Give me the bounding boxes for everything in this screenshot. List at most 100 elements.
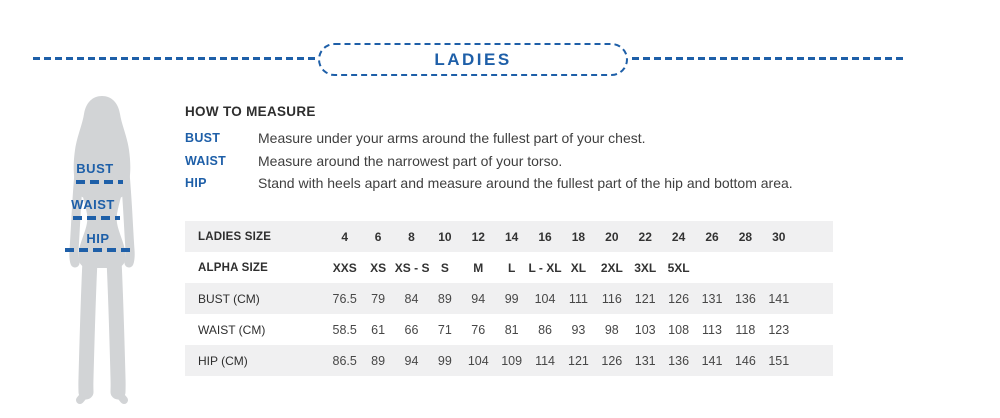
female-silhouette-graphic (69, 96, 135, 404)
table-cell: L - XL (528, 260, 562, 275)
bust-measure-line (76, 180, 123, 184)
table-cell: 66 (404, 322, 419, 337)
table-cell: 6 (374, 229, 382, 244)
table-cell: 151 (768, 353, 790, 368)
table-row: ALPHA SIZE XXS XS XS - S S M L L - XL XL 2XL 3XL 5X… (185, 252, 833, 283)
table-cell: 58.5 (332, 322, 357, 337)
table-row: WAIST (CM) 58.5 61 66 71 76 81 86 93 98 103 108 113 1… (185, 314, 833, 345)
measurement-guide: HOW TO MEASURE BUST Measure under your a… (185, 104, 905, 195)
table-cell: 12 (471, 229, 485, 244)
table-cell: 28 (738, 229, 753, 244)
table-cell: 141 (768, 291, 790, 306)
row-label: BUST (CM) (198, 291, 260, 306)
howto-item-waist: WAIST Measure around the narrowest part … (185, 150, 905, 173)
table-cell: 14 (504, 229, 519, 244)
table-cell: 118 (735, 322, 756, 337)
table-cell: 99 (437, 353, 452, 368)
table-cell: 86.5 (332, 353, 357, 368)
table-cell: 104 (534, 291, 556, 306)
howto-term-hip: HIP (185, 176, 207, 191)
table-cell: 16 (538, 229, 552, 244)
table-cell: 89 (371, 353, 386, 368)
size-table: LADIES SIZE 4 6 8 10 12 14 16 18 20 22 24 26 28 30 ALPH… (185, 221, 833, 376)
ladies-pill: LADIES (318, 43, 628, 76)
table-cell: 84 (404, 291, 419, 306)
table-cell: 99 (504, 291, 519, 306)
table-cell: 98 (604, 322, 619, 337)
table-cell: M (473, 260, 484, 275)
howto-desc-waist: Measure around the narrowest part of you… (258, 152, 563, 169)
table-cell: S (440, 260, 449, 275)
howto-title: HOW TO MEASURE (185, 104, 316, 119)
section-title: LADIES (434, 49, 512, 69)
table-cell: 114 (535, 353, 555, 368)
table-cell: 126 (601, 353, 623, 368)
table-cell: XS (370, 260, 387, 275)
table-cell: 116 (601, 291, 622, 306)
table-cell: 86 (538, 322, 552, 337)
table-cell: 131 (634, 353, 656, 368)
table-cell: 71 (437, 322, 452, 337)
howto-item-bust: BUST Measure under your arms around the … (185, 127, 905, 150)
table-cell: 22 (638, 229, 652, 244)
hip-measure-line (65, 248, 131, 252)
table-cell: 123 (768, 322, 790, 337)
table-row: HIP (CM) 86.5 89 94 99 104 109 114 121 126 131 136 1… (185, 345, 833, 376)
howto-term-waist: WAIST (185, 153, 227, 168)
table-cell: 81 (504, 322, 519, 337)
table-cell: 20 (605, 229, 619, 244)
table-cell: 136 (734, 291, 756, 306)
table-cell: 76 (471, 322, 486, 337)
table-cell: 104 (467, 353, 489, 368)
row-label: HIP (CM) (198, 353, 248, 368)
figure-waist-label: WAIST (71, 197, 115, 212)
divider-dash-left (33, 57, 316, 60)
howto-item-hip: HIP Stand with heels apart and measure a… (185, 172, 905, 195)
table-cell: 76.5 (332, 291, 357, 306)
divider-dash-right (632, 57, 903, 60)
row-label: LADIES SIZE (198, 230, 272, 243)
table-cell: 94 (404, 353, 419, 368)
table-cell: 79 (371, 291, 386, 306)
table-cell: XL (570, 260, 587, 275)
table-cell: 93 (571, 322, 586, 337)
table-cell: XS - S (394, 260, 430, 275)
table-cell: 30 (772, 229, 786, 244)
table-cell: 131 (701, 291, 723, 306)
table-cell: 126 (668, 291, 690, 306)
table-cell: 18 (571, 229, 586, 244)
row-label: WAIST (CM) (198, 322, 266, 337)
table-cell: 111 (568, 291, 588, 306)
table-cell: 61 (371, 322, 386, 337)
table-cell: 89 (437, 291, 452, 306)
howto-desc-hip: Stand with heels apart and measure aroun… (258, 175, 793, 192)
table-cell: 108 (668, 322, 690, 337)
table-cell: XXS (332, 260, 357, 275)
table-cell: L (507, 260, 516, 275)
table-cell: 146 (734, 353, 756, 368)
table-cell: 136 (668, 353, 690, 368)
howto-desc-bust: Measure under your arms around the fulle… (258, 130, 646, 147)
table-cell: 24 (671, 229, 686, 244)
table-row: LADIES SIZE 4 6 8 10 12 14 16 18 20 22 24 26 28 30 (185, 221, 833, 252)
table-cell: 8 (408, 229, 415, 244)
table-cell: 109 (501, 353, 523, 368)
table-cell: 141 (701, 353, 723, 368)
figure-hip-label: HIP (86, 231, 110, 246)
table-cell: 94 (471, 291, 486, 306)
row-label: ALPHA SIZE (198, 261, 268, 274)
table-cell: 4 (341, 229, 349, 244)
table-cell: 10 (438, 229, 452, 244)
table-cell: 103 (634, 322, 656, 337)
table-cell: 26 (705, 229, 719, 244)
table-cell: 2XL (600, 260, 623, 275)
female-silhouette: BUST WAIST HIP (49, 92, 155, 410)
table-cell: 113 (702, 322, 722, 337)
table-cell: 121 (568, 353, 589, 368)
figure-bust-label: BUST (76, 161, 114, 176)
howto-term-bust: BUST (185, 131, 221, 146)
waist-measure-line (73, 216, 120, 220)
table-cell: 5XL (667, 260, 690, 275)
table-row: BUST (CM) 76.5 79 84 89 94 99 104 111 116 121 126 13… (185, 283, 833, 314)
